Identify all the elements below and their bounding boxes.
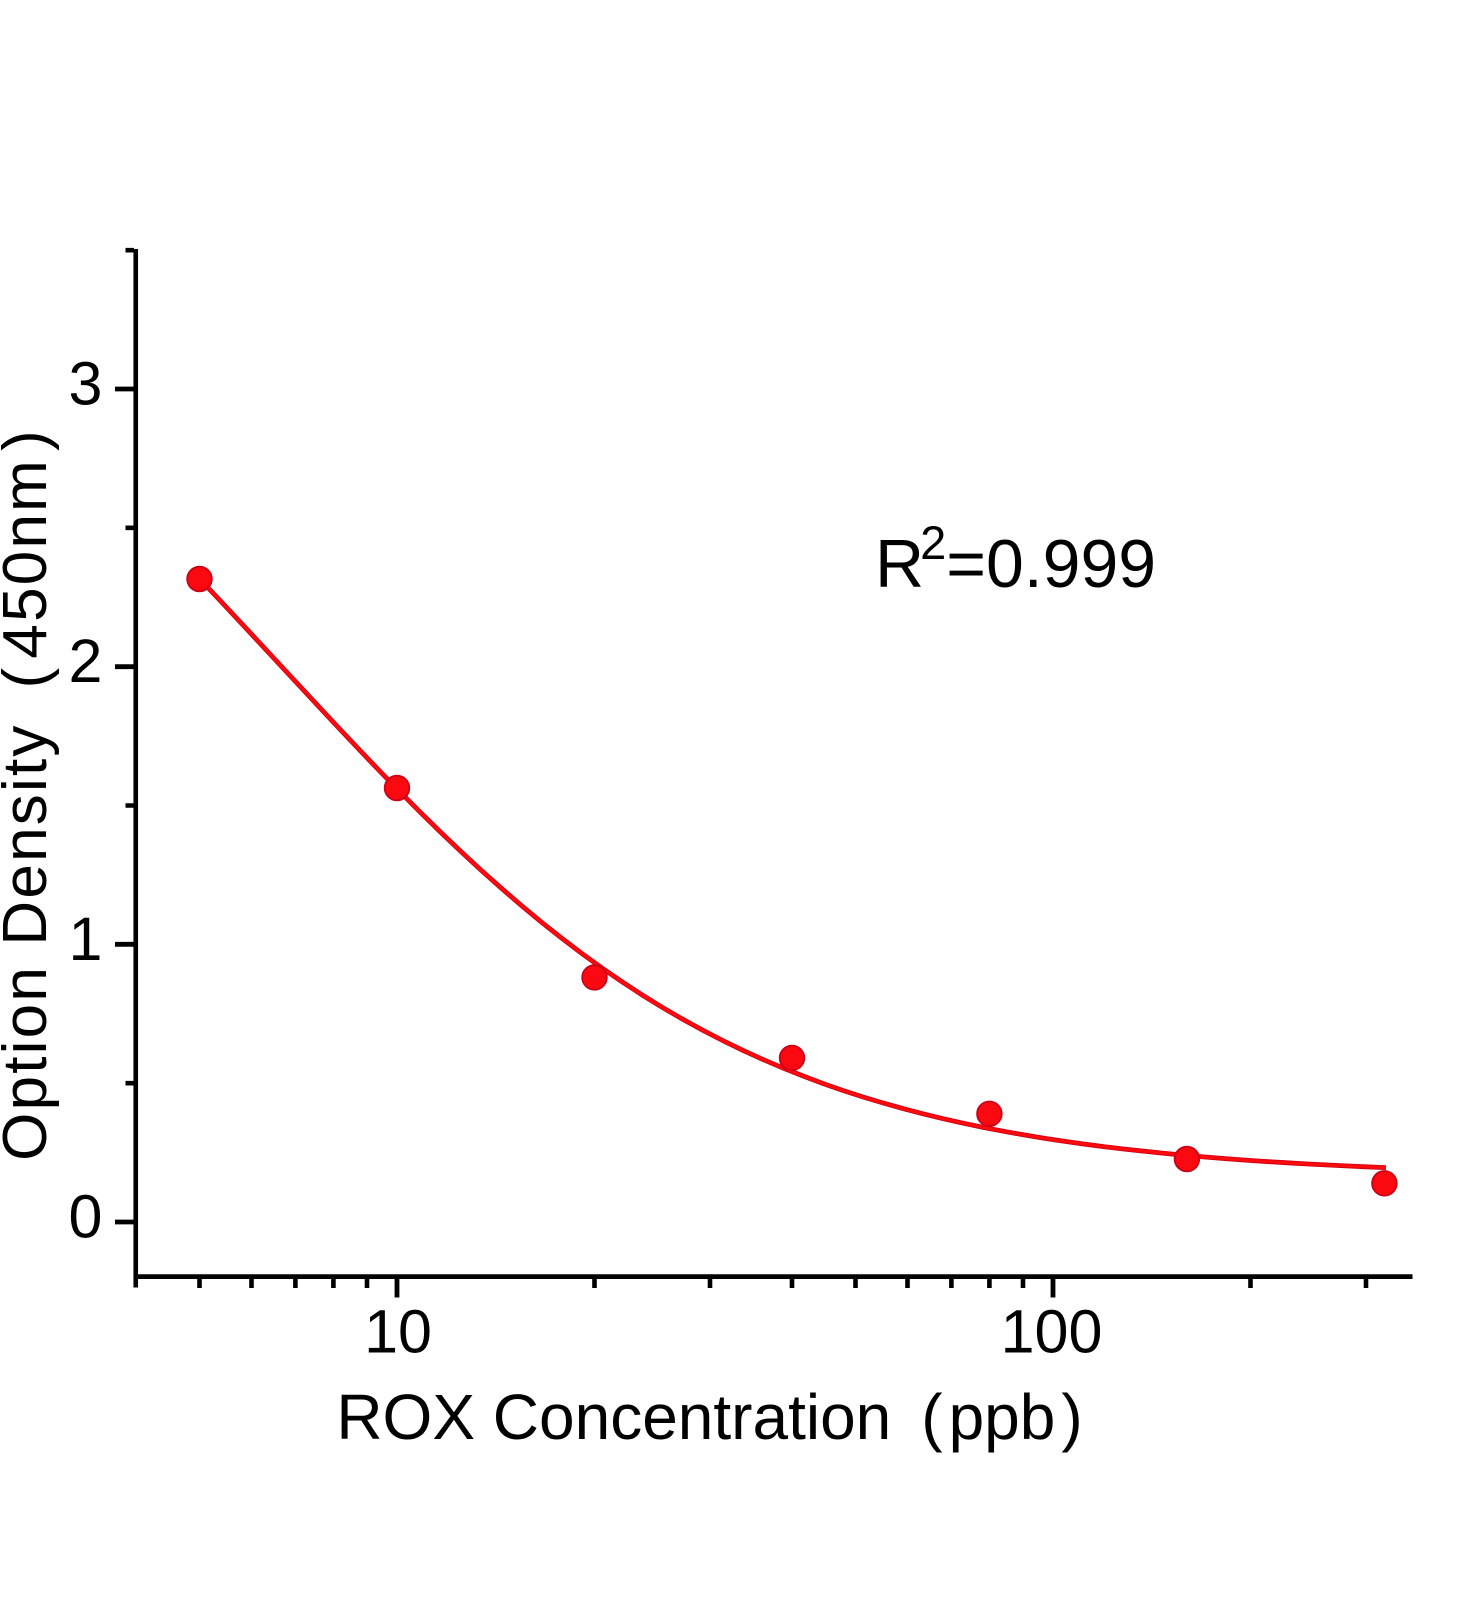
svg-text:1: 1	[69, 905, 103, 973]
svg-text:10: 10	[364, 1298, 432, 1366]
svg-text:Option Density(450nm): Option Density(450nm)	[0, 428, 60, 1161]
svg-text:0: 0	[69, 1183, 103, 1251]
svg-text:100: 100	[1001, 1298, 1103, 1366]
svg-text:R2=0.999: R2=0.999	[875, 516, 1156, 602]
svg-text:2: 2	[69, 627, 103, 695]
svg-text:ROX Concentration(ppb): ROX Concentration (ppb)	[336, 1381, 1082, 1453]
svg-text:3: 3	[69, 350, 103, 418]
